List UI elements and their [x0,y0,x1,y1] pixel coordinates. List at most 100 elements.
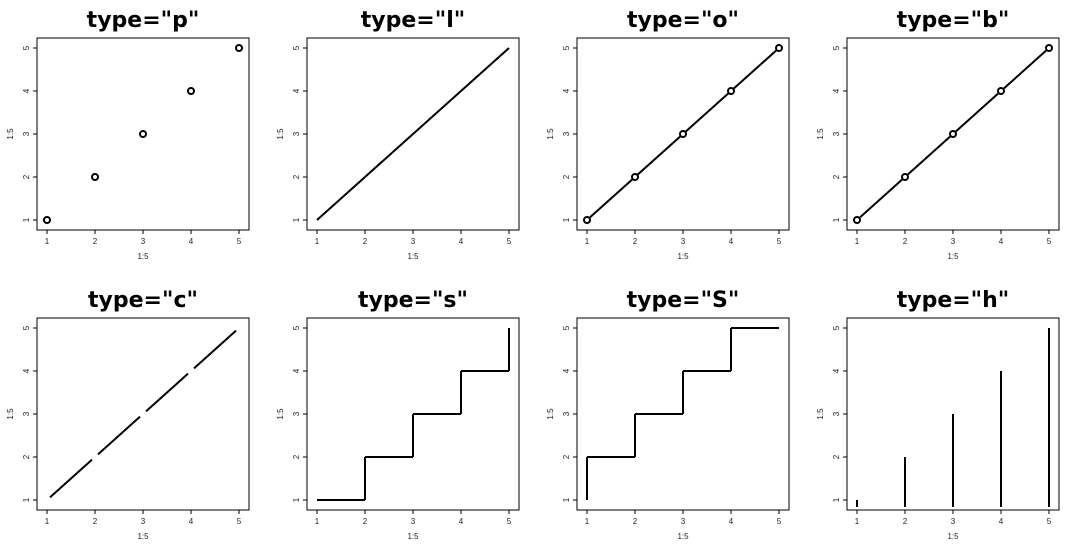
y-axis-label: 1:5 [816,408,825,420]
y-tick-label: 5 [832,45,841,50]
y-tick-label: 5 [562,325,571,330]
panel-title: type="S" [627,288,740,313]
y-tick-label: 4 [22,368,31,373]
data-point [775,44,783,52]
data-point [187,87,195,95]
line-segment [730,47,780,92]
y-tick-label: 1 [22,217,31,222]
y-tick-label: 1 [832,217,841,222]
panel-title: type="c" [88,288,198,313]
panel-title: type="o" [627,8,739,33]
data-point [631,173,639,181]
y-tick-label: 1 [562,497,571,502]
data-point [583,216,591,224]
x-tick-label: 2 [363,237,368,246]
series-marks [49,329,237,499]
y-tick-label: 4 [562,88,571,93]
y-tick-label: 5 [562,45,571,50]
panel-h: type="h" 1 2 3 4 5 1:5 1 2 3 4 5 1:5 [816,288,1060,541]
series-marks [43,44,243,224]
panel-title: type="l" [361,8,465,33]
y-axis: 1 2 3 4 5 [22,325,37,502]
x-axis-label: 1:5 [677,532,689,541]
x-axis-label: 1:5 [137,532,149,541]
series-marks [856,328,1050,507]
line-segment [682,90,732,135]
x-tick-label: 5 [777,237,782,246]
data-point [679,130,687,138]
x-tick-label: 3 [141,237,146,246]
series-marks [583,44,783,224]
y-axis-label: 1:5 [546,128,555,140]
x-tick-label: 4 [189,517,194,526]
y-tick-label: 1 [562,217,571,222]
y-tick-label: 2 [562,454,571,459]
y-tick-label: 2 [832,454,841,459]
x-tick-label: 1 [315,237,320,246]
series-marks [586,327,779,500]
series-marks [317,328,510,501]
x-tick-label: 4 [459,517,464,526]
x-axis: 1 2 3 4 5 [315,510,512,526]
x-tick-label: 1 [45,237,50,246]
line-segment [955,92,999,133]
x-axis-label: 1:5 [677,252,689,261]
y-tick-label: 2 [22,174,31,179]
x-tick-label: 4 [729,517,734,526]
x-axis: 1 2 3 4 5 [45,510,242,526]
y-tick-label: 5 [292,325,301,330]
y-axis: 1 2 3 4 5 [22,45,37,222]
panel-title: type="h" [897,288,1010,313]
line-segment [907,135,951,176]
y-tick-label: 5 [22,325,31,330]
line-segment [145,372,189,413]
x-tick-label: 4 [189,237,194,246]
panel-title: type="b" [897,8,1010,33]
y-axis-label: 1:5 [546,408,555,420]
x-tick-label: 3 [681,237,686,246]
line-segment [460,47,510,92]
panel-l: type="l" 1 2 3 4 5 1:5 1 2 3 4 5 1:5 [276,8,520,261]
x-axis: 1 2 3 4 5 [315,230,512,246]
panel-b: type="b" 1 2 3 4 5 1:5 1 2 3 4 5 1:5 [816,8,1060,261]
line-segment [634,133,684,178]
data-point [727,87,735,95]
x-tick-label: 5 [237,517,242,526]
x-tick-label: 1 [585,237,590,246]
x-tick-label: 4 [999,237,1004,246]
line-segment [49,458,93,499]
x-tick-label: 1 [585,517,590,526]
y-axis-label: 1:5 [816,128,825,140]
x-axis: 1 2 3 4 5 [585,510,782,526]
line-segment [364,133,414,178]
line-segment [859,178,903,219]
x-tick-label: 3 [951,517,956,526]
x-tick-label: 2 [93,237,98,246]
x-tick-label: 1 [855,237,860,246]
x-axis-label: 1:5 [407,252,419,261]
x-tick-label: 3 [411,237,416,246]
x-tick-label: 3 [681,517,686,526]
line-segment [586,176,636,221]
data-point [235,44,243,52]
y-tick-label: 3 [562,411,571,416]
y-axis-label: 1:5 [276,128,285,140]
x-axis: 1 2 3 4 5 [45,230,242,246]
y-tick-label: 4 [292,88,301,93]
y-tick-label: 1 [22,497,31,502]
x-tick-label: 5 [237,237,242,246]
y-axis: 1 2 3 4 5 [562,45,577,222]
x-axis: 1 2 3 4 5 [855,230,1052,246]
y-tick-label: 1 [292,217,301,222]
y-tick-label: 3 [562,131,571,136]
x-tick-label: 3 [141,517,146,526]
x-tick-label: 5 [777,517,782,526]
panel-c: type="c" 1 2 3 4 5 1:5 1 2 3 4 5 1:5 [6,288,250,541]
data-point [997,87,1005,95]
y-tick-label: 5 [22,45,31,50]
y-tick-label: 2 [562,174,571,179]
x-tick-label: 1 [315,517,320,526]
x-tick-label: 4 [729,237,734,246]
data-point [43,216,51,224]
